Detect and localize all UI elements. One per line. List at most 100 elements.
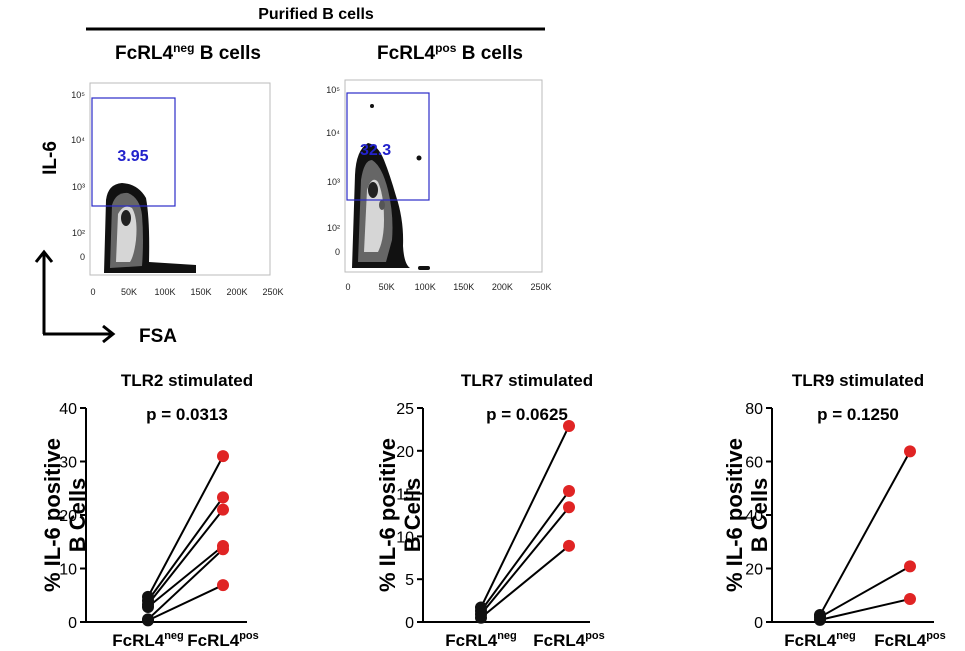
y-axis-label-line: % IL-6 positive	[375, 438, 400, 592]
neg-point	[475, 611, 487, 624]
pair-line	[819, 450, 911, 616]
flow-panel-2-contour-core	[368, 182, 378, 198]
flow-panel-2-event-blob	[418, 266, 430, 270]
flow-panel-2-contour-core-2	[379, 200, 385, 210]
pos-point	[217, 491, 229, 504]
x-category-pos: FcRL4pos	[187, 630, 259, 650]
x-category-pos: FcRL4pos	[533, 630, 605, 650]
y-tick-label: 40	[59, 401, 77, 418]
flow-panel-1-gate	[91, 97, 176, 207]
flow-panel-2-event-1	[370, 104, 374, 108]
tlr9-chart: TLR9 stimulated p = 0.1250 % IL-6 positive…	[722, 371, 946, 650]
pos-point	[563, 501, 575, 514]
flow-panel-1-title: FcRL4neg B cells	[115, 41, 261, 64]
flow-y-tick-label: 10³	[72, 182, 85, 192]
pos-point	[217, 543, 229, 556]
flow-panel-2-contour-inner	[364, 179, 384, 252]
flow-panel-2-y-ticks: 10⁵ 10⁴ 10³ 10² 0	[326, 85, 340, 257]
flow-y-tick-label: 0	[80, 252, 85, 262]
neg-point	[142, 601, 154, 614]
flow-x-tick-label: 150K	[190, 287, 211, 297]
flow-y-label: IL-6	[40, 141, 61, 175]
chart-title: TLR2 stimulated	[121, 371, 253, 390]
flow-panel-2-title: FcRL4pos B cells	[377, 41, 523, 64]
category-base: FcRL4	[187, 631, 240, 650]
flow-panel-2-title-base: FcRL4	[377, 43, 436, 64]
flow-panel-1-title-suffix: B cells	[194, 43, 261, 64]
flow-panel-1-title-base: FcRL4	[115, 43, 174, 64]
y-arrow-head	[34, 249, 54, 263]
flow-x-tick-label: 150K	[453, 282, 474, 292]
flow-panel-1-contour-core	[121, 210, 131, 226]
category-base: FcRL4	[784, 631, 837, 650]
flow-panel-2-gate	[346, 92, 430, 201]
x-category-pos: FcRL4pos	[874, 630, 946, 650]
pos-point	[904, 445, 916, 458]
flow-panel-1-title-sup: neg	[173, 41, 194, 55]
category-base: FcRL4	[445, 631, 498, 650]
flow-panel-2-gate-value: 32.3	[360, 142, 391, 159]
pair-line	[147, 545, 224, 608]
pos-point	[217, 579, 229, 592]
y-tick-label: 40	[745, 508, 763, 525]
axis-arrows	[34, 249, 116, 344]
category-sup: neg	[497, 630, 517, 642]
y-axis-label: % IL-6 positiveB Cells	[375, 438, 425, 592]
y-tick-label: 0	[405, 615, 414, 632]
pos-point	[217, 503, 229, 516]
category-sup: neg	[836, 630, 856, 642]
pos-point	[904, 592, 916, 605]
flow-x-tick-label: 250K	[530, 282, 551, 292]
flow-y-tick-label: 10³	[327, 177, 340, 187]
category-sup: pos	[239, 630, 259, 642]
flow-x-tick-label: 200K	[492, 282, 513, 292]
header-title: Purified B cells	[258, 6, 374, 23]
flow-y-tick-label: 10²	[72, 228, 85, 238]
category-base: FcRL4	[533, 631, 586, 650]
category-sup: neg	[164, 630, 184, 642]
pair-line	[480, 425, 570, 608]
x-category-neg: FcRL4neg	[112, 630, 184, 650]
neg-point	[814, 613, 826, 626]
pair-line	[819, 565, 911, 619]
pair-line	[480, 490, 570, 612]
p-value-annotation: p = 0.0625	[486, 405, 568, 424]
flow-x-tick-label: 100K	[154, 287, 175, 297]
flow-y-tick-label: 10⁵	[326, 85, 340, 95]
pair-line	[147, 509, 224, 605]
y-tick-label: 20	[59, 508, 77, 525]
y-axis-label-line: % IL-6 positive	[722, 438, 747, 592]
chart-title: TLR7 stimulated	[461, 371, 593, 390]
x-category-neg: FcRL4neg	[445, 630, 517, 650]
pair-line	[147, 584, 224, 622]
y-tick-label: 20	[396, 444, 414, 461]
x-category-neg: FcRL4neg	[784, 630, 856, 650]
flow-panel-1-contour-inner	[116, 206, 137, 262]
pair-line	[819, 598, 911, 621]
y-tick-label: 10	[59, 562, 77, 579]
chart-title: TLR9 stimulated	[792, 371, 924, 390]
flow-x-tick-label: 250K	[262, 287, 283, 297]
tlr7-chart: TLR7 stimulated p = 0.0625 % IL-6 positive…	[375, 371, 605, 650]
y-tick-label: 0	[68, 615, 77, 632]
flow-panel-1-x-ticks: 0 50K 100K 150K 200K 250K	[90, 287, 283, 297]
neg-point	[142, 614, 154, 627]
flow-panel-2-title-suffix: B cells	[456, 43, 523, 64]
pair-line	[147, 548, 224, 621]
category-sup: pos	[585, 630, 605, 642]
y-tick-label: 80	[745, 401, 763, 418]
flow-x-tick-label: 200K	[226, 287, 247, 297]
y-tick-label: 60	[745, 455, 763, 472]
flow-x-tick-label: 50K	[121, 287, 137, 297]
y-tick-label: 15	[396, 487, 414, 504]
y-tick-label: 10	[396, 529, 414, 546]
flow-y-tick-label: 10⁴	[326, 128, 340, 138]
flow-panel-2-x-ticks: 0 50K 100K 150K 200K 250K	[345, 282, 551, 292]
flow-x-tick-label: 0	[345, 282, 350, 292]
category-base: FcRL4	[112, 631, 165, 650]
pos-point	[563, 419, 575, 432]
y-tick-label: 20	[745, 562, 763, 579]
flow-y-tick-label: 0	[335, 247, 340, 257]
flow-panel-1: 3.95 10⁵ 10⁴ 10³ 10² 0 0 50K 100K 150K 200K 250K	[71, 82, 284, 297]
